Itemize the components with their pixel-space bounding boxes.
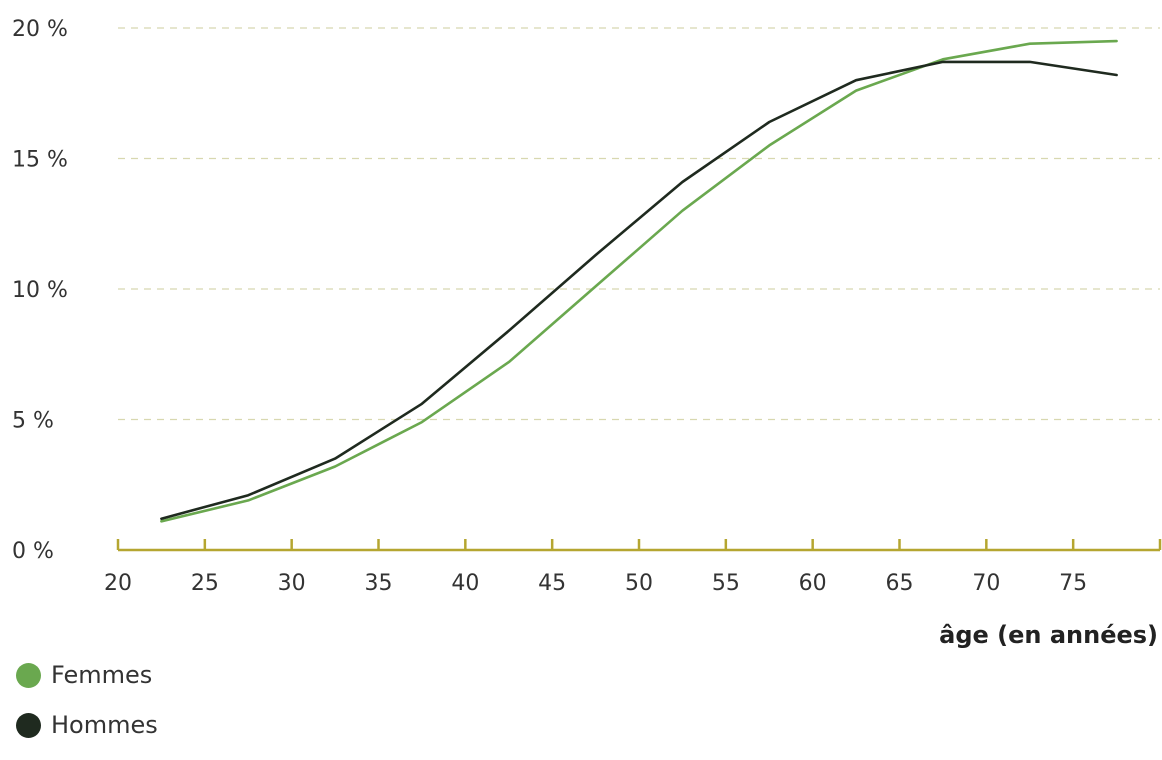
x-tick-label: 50	[625, 571, 653, 596]
x-tick-label: 30	[278, 571, 306, 596]
x-axis-label: âge (en années)	[939, 621, 1158, 649]
series-line-femmes	[160, 39, 1118, 523]
legend-item-femmes: Femmes	[16, 660, 158, 690]
y-tick-label: 15 %	[12, 148, 68, 173]
y-axis-ticks: 0 % 5 % 10 % 15 % 20 %	[12, 17, 68, 564]
x-tick-label: 65	[886, 571, 914, 596]
x-tick-label: 20	[104, 571, 132, 596]
x-tick-label: 25	[191, 571, 219, 596]
legend: Femmes Hommes	[16, 660, 158, 760]
legend-dot-femmes	[16, 662, 41, 688]
x-tick-label: 60	[799, 571, 827, 596]
x-tick-label: 40	[451, 571, 479, 596]
x-tick-label: 55	[712, 571, 740, 596]
x-tick-label: 45	[538, 571, 566, 596]
grid-lines	[118, 27, 1160, 421]
series-lines	[160, 39, 1118, 523]
legend-dot-hommes	[16, 712, 41, 738]
y-tick-label: 20 %	[12, 17, 68, 42]
x-tick-label: 35	[365, 571, 393, 596]
x-tick-label: 75	[1059, 571, 1087, 596]
y-tick-label: 5 %	[12, 409, 54, 434]
y-tick-label: 0 %	[12, 539, 54, 564]
legend-label-hommes: Hommes	[51, 711, 158, 739]
x-axis: 20 25 30 35 40 45 50 55 60 65 70 75	[104, 539, 1162, 596]
series-line-hommes	[160, 60, 1118, 521]
legend-label-femmes: Femmes	[51, 661, 153, 689]
legend-item-hommes: Hommes	[16, 710, 158, 740]
line-chart: 0 % 5 % 10 % 15 % 20 % 20 25 30 35 40 45 50 55 60 65 7…	[12, 17, 1162, 649]
y-tick-label: 10 %	[12, 278, 68, 303]
x-tick-label: 70	[972, 571, 1000, 596]
